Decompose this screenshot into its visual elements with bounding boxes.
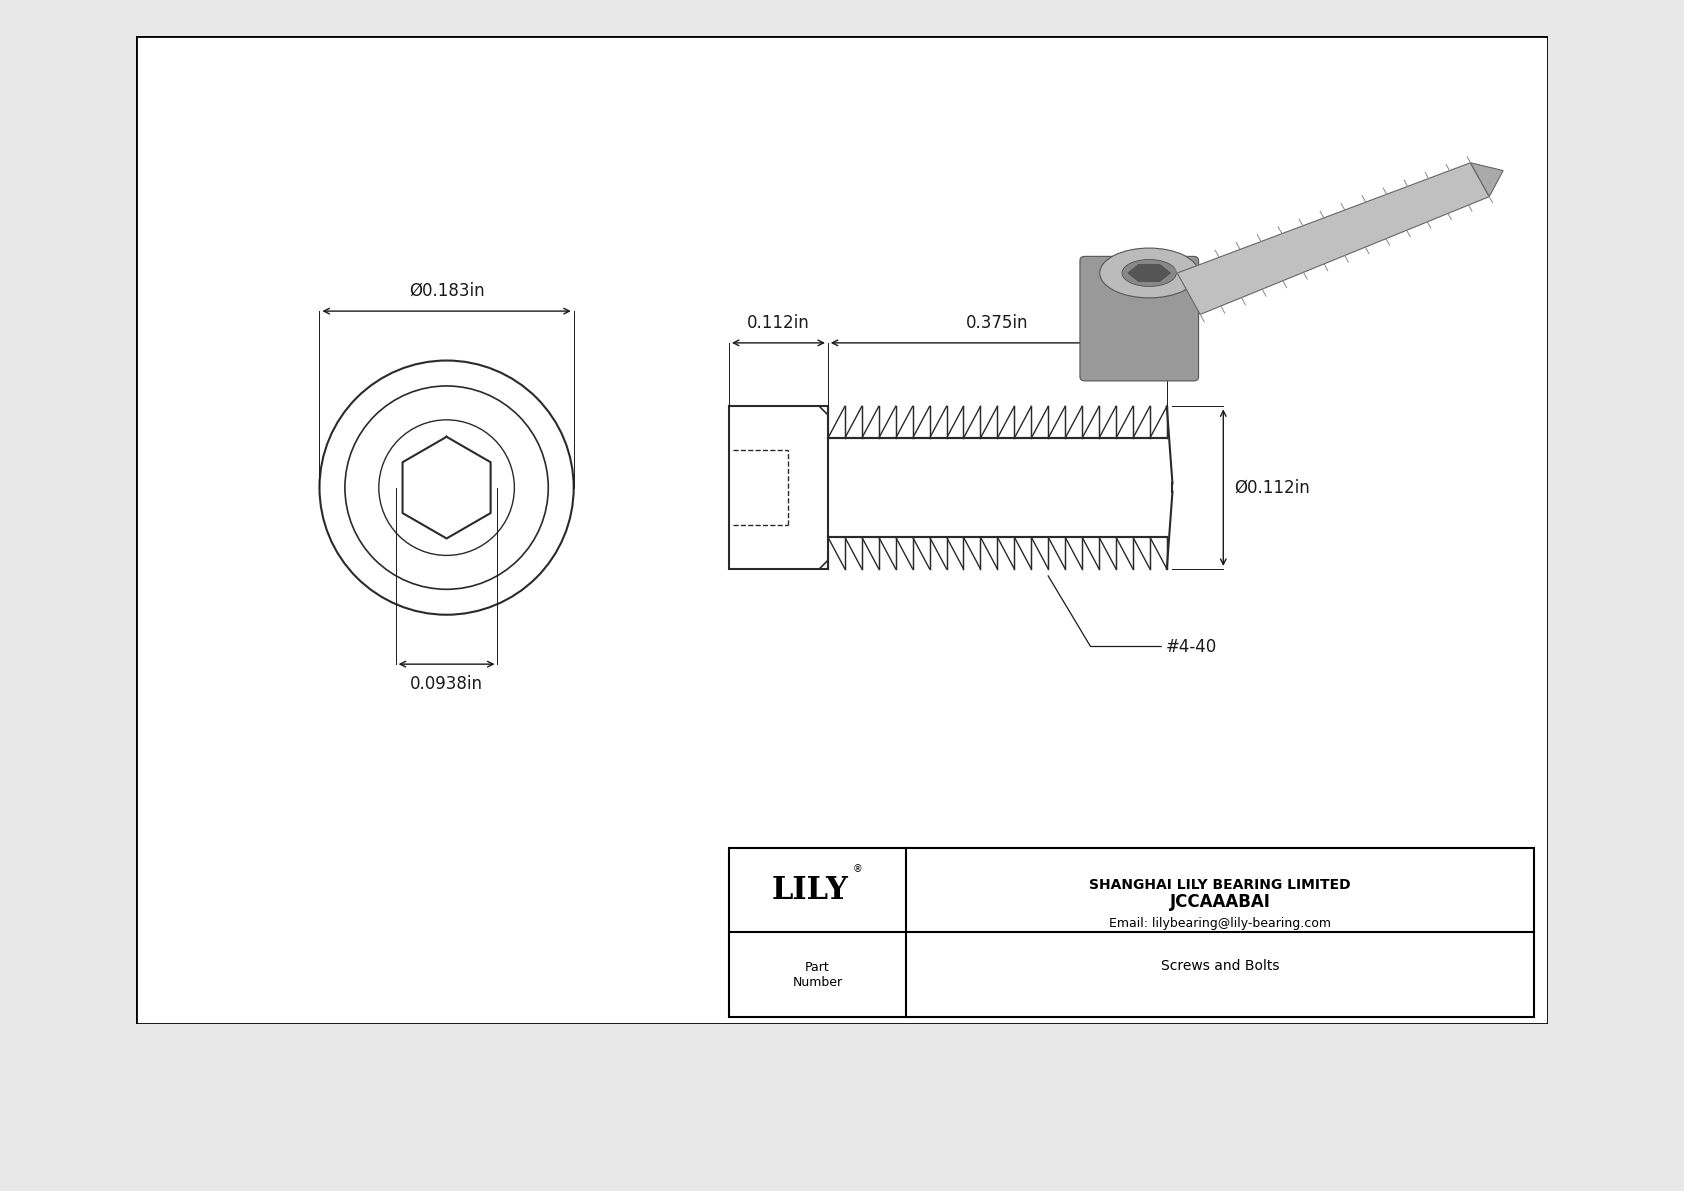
Bar — [729, 848, 1534, 1017]
Circle shape — [379, 420, 514, 555]
Text: JCCAAABAI: JCCAAABAI — [1170, 893, 1270, 911]
Text: LILY: LILY — [771, 874, 849, 905]
Text: 0.375in: 0.375in — [967, 313, 1029, 331]
Text: 0.0938in: 0.0938in — [411, 675, 483, 693]
Text: SHANGHAI LILY BEARING LIMITED: SHANGHAI LILY BEARING LIMITED — [1090, 878, 1351, 892]
Bar — [729, 406, 829, 569]
Text: #4-40: #4-40 — [1165, 637, 1216, 655]
Text: Ø0.112in: Ø0.112in — [1234, 479, 1310, 497]
Text: ®: ® — [852, 863, 862, 874]
Text: Email: lilybearing@lily-bearing.com: Email: lilybearing@lily-bearing.com — [1110, 917, 1330, 930]
Circle shape — [345, 386, 549, 590]
Text: Screws and Bolts: Screws and Bolts — [1160, 960, 1280, 973]
Text: Part
Number: Part Number — [793, 961, 842, 989]
Text: Ø0.183in: Ø0.183in — [409, 282, 485, 300]
Text: 0.112in: 0.112in — [748, 313, 810, 331]
Circle shape — [320, 361, 574, 615]
